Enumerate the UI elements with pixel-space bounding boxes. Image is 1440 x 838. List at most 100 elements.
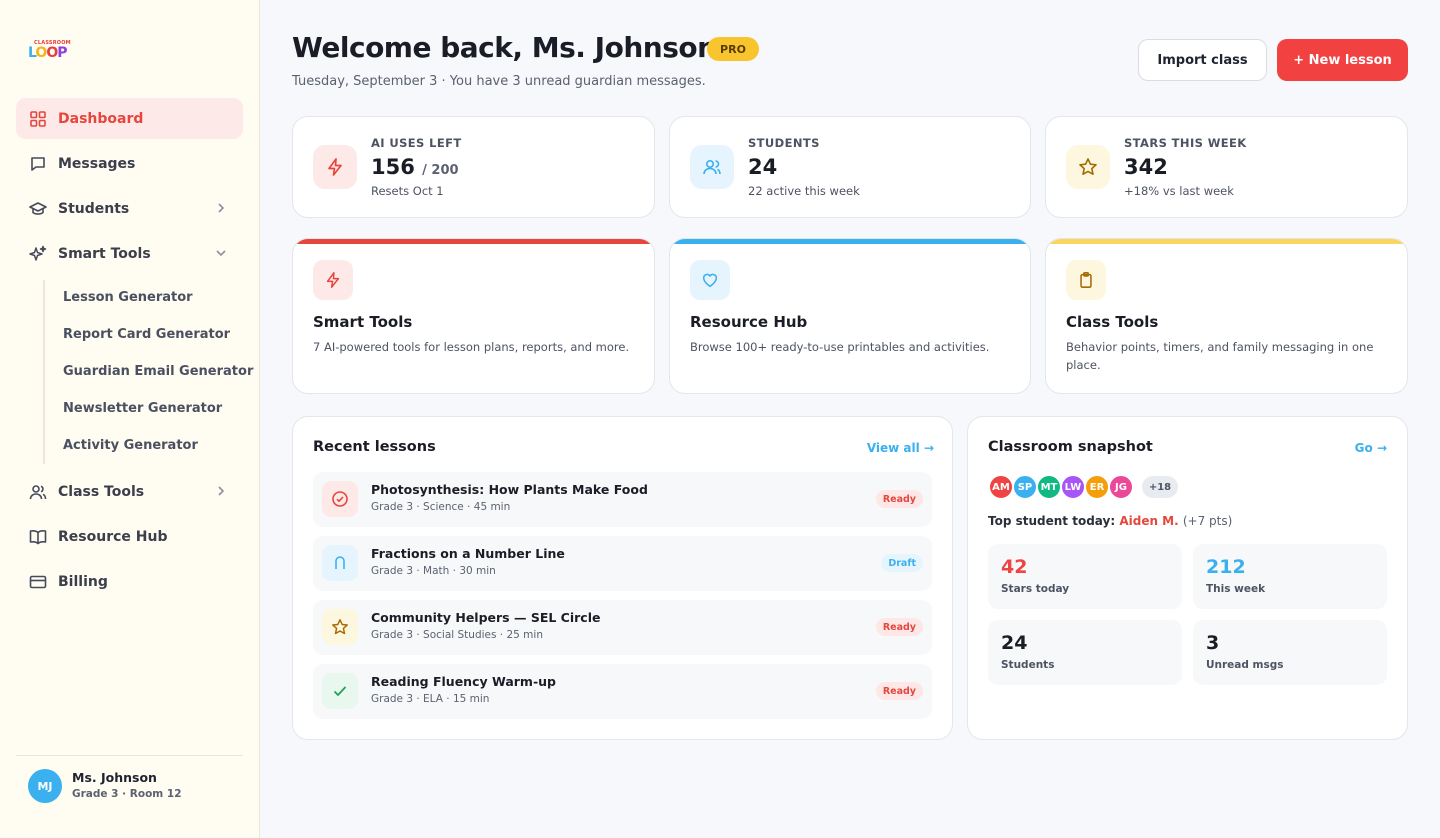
metric-label: Unread msgs <box>1206 659 1284 671</box>
avatar[interactable]: AM <box>988 474 1014 500</box>
clipboard-icon <box>1066 260 1106 300</box>
top-student: Top student today: Aiden M. (+7 pts) <box>988 514 1233 528</box>
card-accent-bar <box>293 239 654 244</box>
chevron-right-icon <box>213 200 229 216</box>
sparkles-icon <box>28 244 48 264</box>
app-logo[interactable]: CLASSROOM LOOP <box>28 40 71 64</box>
stat-value: 342 <box>1124 155 1168 179</box>
avatar[interactable]: JG <box>1108 474 1134 500</box>
lightning-icon <box>313 145 357 189</box>
view-all-link[interactable]: View all → <box>866 441 934 455</box>
submenu-item-guardian-email-generator[interactable]: Guardian Email Generator <box>63 364 254 379</box>
metric-value: 3 <box>1206 632 1220 654</box>
metric-tile: 212 This week <box>1193 544 1387 609</box>
chevron-right-icon <box>213 483 229 499</box>
lesson-row[interactable]: Fractions on a Number Line Grade 3 · Mat… <box>313 536 932 591</box>
sidebar-item-label: Messages <box>58 155 136 172</box>
top-student-name: Aiden M. <box>1119 514 1179 528</box>
sidebar-item-label: Resource Hub <box>58 528 168 545</box>
lesson-row[interactable]: Photosynthesis: How Plants Make Food Gra… <box>313 472 932 527</box>
avatar[interactable]: LW <box>1060 474 1086 500</box>
stat-total: / 200 <box>422 163 459 178</box>
sidebar-item-smart-tools[interactable]: Smart Tools <box>16 233 243 274</box>
card-accent-bar <box>1046 239 1407 244</box>
sidebar-item-class-tools[interactable]: Class Tools <box>16 471 243 512</box>
metric-value: 42 <box>1001 556 1028 578</box>
stat-label: AI USES LEFT <box>371 136 462 150</box>
feature-card-resource-hub[interactable]: Resource Hub Browse 100+ ready-to-use pr… <box>669 238 1031 394</box>
submenu-item-report-card-generator[interactable]: Report Card Generator <box>63 327 231 342</box>
stat-value: 24 <box>748 155 778 179</box>
lesson-meta: Grade 3 · Social Studies · 25 min <box>371 629 543 641</box>
lesson-row[interactable]: Reading Fluency Warm-up Grade 3 · ELA · … <box>313 664 932 719</box>
stat-value: 156 / 200 <box>371 155 459 179</box>
logo-wordmark: LOOP <box>28 45 68 61</box>
avatar[interactable]: ER <box>1084 474 1110 500</box>
users-icon <box>690 145 734 189</box>
submenu-item-lesson-generator[interactable]: Lesson Generator <box>63 290 193 305</box>
check-icon <box>322 673 358 709</box>
lesson-meta: Grade 3 · Math · 30 min <box>371 565 496 577</box>
stat-card-students: STUDENTS 24 22 active this week <box>669 116 1031 218</box>
book-open-icon <box>28 527 48 547</box>
magnet-icon <box>322 545 358 581</box>
feature-description: 7 AI-powered tools for lesson plans, rep… <box>313 340 630 354</box>
lesson-title: Reading Fluency Warm-up <box>371 674 556 689</box>
feature-description: Browse 100+ ready-to-use printables and … <box>690 340 990 354</box>
feature-card-class-tools[interactable]: Class Tools Behavior points, timers, and… <box>1045 238 1408 394</box>
metric-label: Students <box>1001 659 1055 671</box>
avatar[interactable]: MJ <box>28 769 62 803</box>
smart-tools-submenu: Lesson Generator Report Card Generator G… <box>43 280 253 464</box>
metric-label: Stars today <box>1001 583 1070 595</box>
chevron-down-icon <box>213 245 229 261</box>
sidebar-item-label: Billing <box>58 573 108 590</box>
metric-tile: 42 Stars today <box>988 544 1182 609</box>
stat-note: +18% vs last week <box>1124 184 1234 198</box>
import-class-button[interactable]: Import class <box>1138 39 1267 81</box>
lesson-title: Photosynthesis: How Plants Make Food <box>371 482 648 497</box>
avatar[interactable]: MT <box>1036 474 1062 500</box>
page-subtitle: Tuesday, September 3 · You have 3 unread… <box>292 74 706 89</box>
user-name: Ms. Johnson <box>72 770 157 785</box>
check-circle-icon <box>322 481 358 517</box>
classroom-snapshot-panel: Classroom snapshot Go → AM SP MT LW ER J… <box>967 416 1408 740</box>
sidebar: CLASSROOM LOOP Dashboard Messages Studen… <box>0 0 260 838</box>
go-link[interactable]: Go → <box>1354 441 1387 455</box>
submenu-item-newsletter-generator[interactable]: Newsletter Generator <box>63 401 223 416</box>
status-badge: Ready <box>875 682 923 700</box>
chat-icon <box>28 154 48 174</box>
sidebar-item-messages[interactable]: Messages <box>16 143 243 184</box>
sidebar-item-students[interactable]: Students <box>16 188 243 229</box>
sidebar-item-label: Class Tools <box>58 483 145 500</box>
sidebar-item-dashboard[interactable]: Dashboard <box>16 98 243 139</box>
stat-card-stars: STARS THIS WEEK 342 +18% vs last week <box>1045 116 1408 218</box>
metric-label: This week <box>1206 583 1266 595</box>
logo-small-text: CLASSROOM <box>34 40 71 46</box>
page-title: Welcome back, Ms. Johnson <box>292 31 717 64</box>
metric-value: 212 <box>1206 556 1246 578</box>
lesson-title: Community Helpers — SEL Circle <box>371 610 601 625</box>
avatar[interactable]: SP <box>1012 474 1038 500</box>
stat-note: Resets Oct 1 <box>371 184 444 198</box>
stat-label: STUDENTS <box>748 136 820 150</box>
heart-icon <box>690 260 730 300</box>
lightning-icon <box>313 260 353 300</box>
recent-lessons-panel: Recent lessons View all → Photosynthesis… <box>292 416 953 740</box>
feature-card-smart-tools[interactable]: Smart Tools 7 AI-powered tools for lesso… <box>292 238 655 394</box>
sidebar-item-resource-hub[interactable]: Resource Hub <box>16 516 243 557</box>
sidebar-item-billing[interactable]: Billing <box>16 561 243 602</box>
stat-label: STARS THIS WEEK <box>1124 136 1247 150</box>
lesson-row[interactable]: Community Helpers — SEL Circle Grade 3 ·… <box>313 600 932 655</box>
feature-title: Resource Hub <box>690 313 808 331</box>
metric-value: 24 <box>1001 632 1028 654</box>
feature-description: Behavior points, timers, and family mess… <box>1066 340 1374 372</box>
card-accent-bar <box>670 239 1030 244</box>
more-students-badge[interactable]: +18 <box>1142 476 1178 498</box>
submenu-item-activity-generator[interactable]: Activity Generator <box>63 438 198 453</box>
user-detail: Grade 3 · Room 12 <box>72 788 182 800</box>
status-badge: Ready <box>875 490 923 508</box>
lesson-meta: Grade 3 · ELA · 15 min <box>371 693 490 705</box>
feature-title: Class Tools <box>1066 313 1159 331</box>
plan-badge: PRO <box>707 37 759 61</box>
new-lesson-button[interactable]: + New lesson <box>1277 39 1408 81</box>
